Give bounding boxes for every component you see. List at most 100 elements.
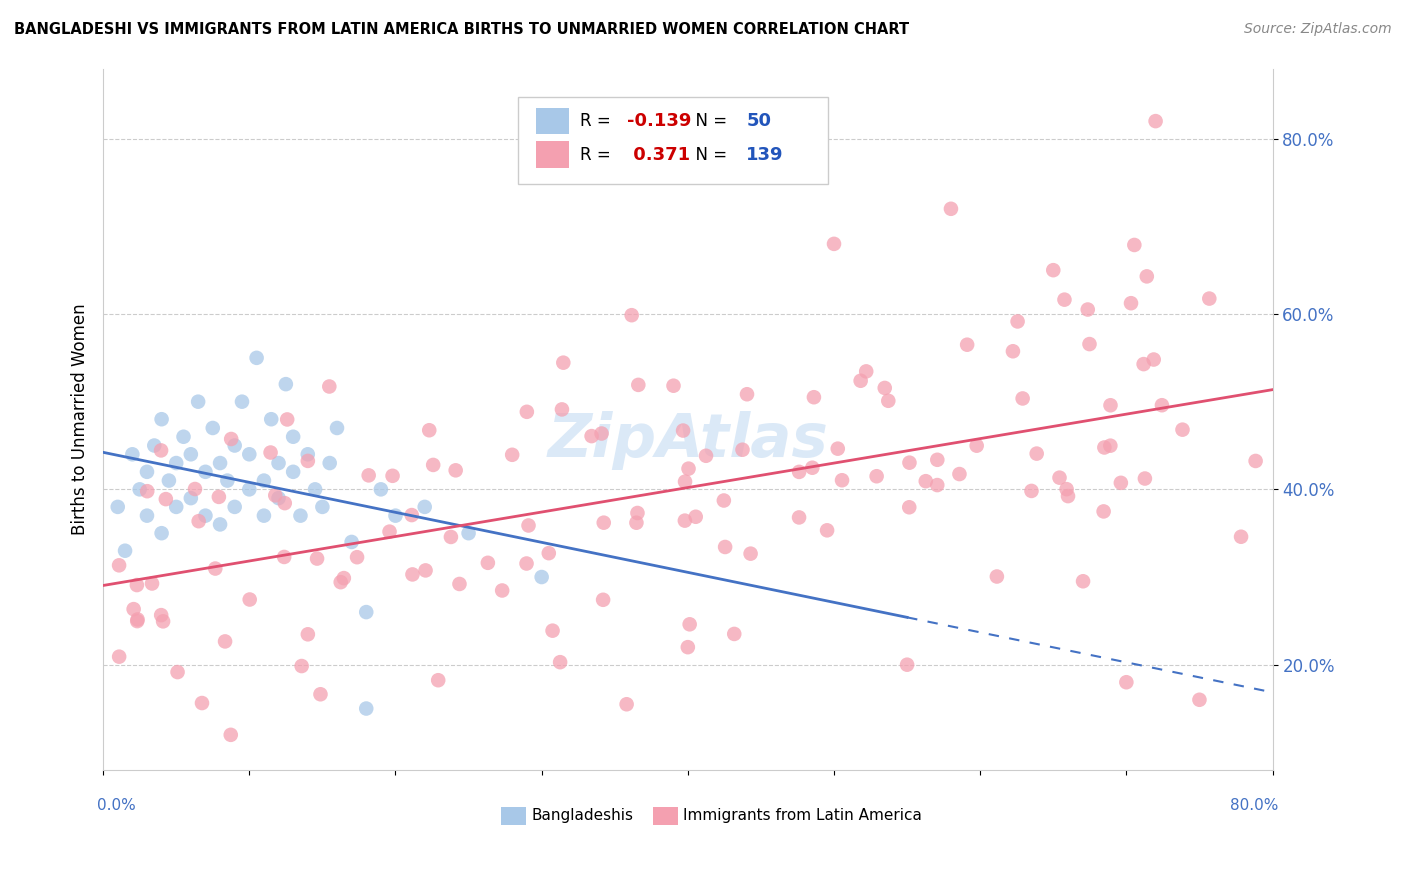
Point [191,696,214,710]
Bar [536,142,568,168]
Y-axis label: Births to Unmarried Women: Births to Unmarried Women [72,303,89,535]
Point [354,605,377,619]
Point [201,421,224,435]
Point [329,575,352,590]
Point [823,236,845,251]
Point [273,549,295,564]
Point [1011,392,1033,406]
Point [346,550,368,565]
Point [1198,292,1220,306]
Text: Bangladeshis: Bangladeshis [531,808,633,823]
Point [592,592,614,607]
Text: 0.371: 0.371 [627,145,690,164]
Point [209,456,232,470]
Point [491,583,513,598]
Point [530,570,553,584]
Point [948,467,970,481]
Point [592,516,614,530]
Point [283,430,305,444]
Point [357,468,380,483]
Point [723,627,745,641]
Point [1099,439,1122,453]
Text: N =: N = [686,112,733,130]
Point [122,602,145,616]
Point [914,474,936,488]
Point [591,426,613,441]
Point [340,535,363,549]
Point [297,447,319,461]
Point [166,665,188,679]
Text: R =: R = [581,145,616,164]
Point [187,514,209,528]
Point [370,483,392,497]
Point [219,728,242,742]
Point [1109,475,1132,490]
Point [801,460,824,475]
Point [307,551,329,566]
Point [966,439,988,453]
Point [1071,574,1094,589]
Point [1057,489,1080,503]
Text: 0.0%: 0.0% [97,798,136,813]
Point [291,659,314,673]
Point [449,577,471,591]
Point [304,483,326,497]
Point [581,429,603,443]
Point [855,364,877,378]
Point [1143,352,1166,367]
Point [956,337,979,351]
Point [620,308,643,322]
Point [381,468,404,483]
Point [267,491,290,505]
Point [107,500,129,514]
Point [427,673,450,688]
Point [831,473,853,487]
Point [309,687,332,701]
Point [260,412,283,426]
Point [1042,263,1064,277]
Point [128,483,150,497]
Point [180,491,202,505]
Point [678,461,700,475]
Point [1230,530,1253,544]
Point [415,563,437,577]
Point [378,524,401,539]
Point [676,640,699,655]
Point [1025,447,1047,461]
Point [477,556,499,570]
Text: BANGLADESHI VS IMMIGRANTS FROM LATIN AMERICA BIRTHS TO UNMARRIED WOMEN CORRELATI: BANGLADESHI VS IMMIGRANTS FROM LATIN AME… [14,22,910,37]
Point [1133,471,1156,485]
Point [297,454,319,468]
Point [898,500,921,515]
Text: Source: ZipAtlas.com: Source: ZipAtlas.com [1244,22,1392,37]
Point [1244,454,1267,468]
Point [685,509,707,524]
Text: -0.139: -0.139 [627,112,692,130]
Point [1021,483,1043,498]
Point [150,526,173,541]
Point [1056,482,1078,496]
Point [787,510,810,524]
Point [173,430,195,444]
Point [803,390,825,404]
Point [731,442,754,457]
Point [318,456,340,470]
Point [150,608,173,623]
Point [515,557,537,571]
Point [740,547,762,561]
Point [735,387,758,401]
Point [239,592,262,607]
Point [224,500,246,514]
Point [877,393,900,408]
Point [1092,441,1115,455]
Point [267,456,290,470]
Point [939,202,962,216]
Point [187,394,209,409]
Point [194,465,217,479]
Point [457,526,479,541]
Text: ZipAtlas: ZipAtlas [547,410,828,470]
Point [180,447,202,461]
Point [815,524,838,538]
Point [627,377,650,392]
Point [127,612,149,626]
